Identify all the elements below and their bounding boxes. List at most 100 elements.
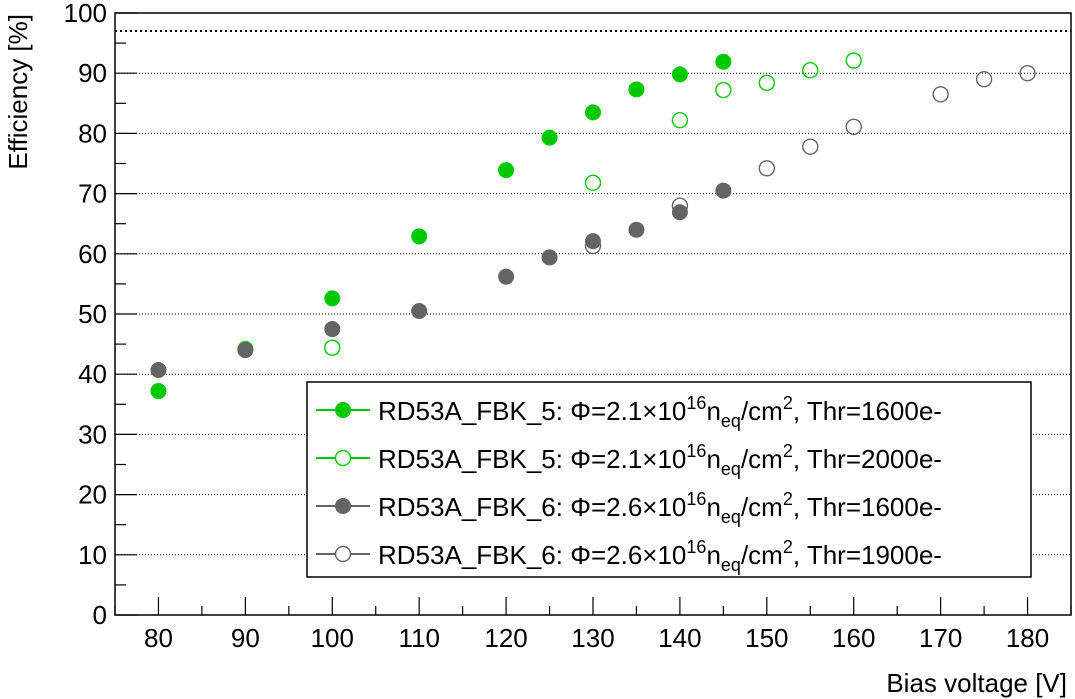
xtick-label-80: 80 [144,623,173,653]
xtick-label-140: 140 [658,623,701,653]
legend-threshold: , Thr=1600e- [793,492,942,522]
legend-text-4: RD53A_FBK_6: Φ=2.6×1016neq/cm2, Thr=1900… [378,537,942,575]
point-s4-160 [845,118,862,135]
axis-ticks [114,12,1072,616]
point-s3-100 [324,321,341,338]
point-s2-100 [324,339,341,356]
point-s1-80 [150,383,167,400]
legend-n: n [706,396,720,426]
legend-marker-2 [334,449,352,467]
point-s4-170 [932,86,949,103]
legend-entry-4: RD53A_FBK_6: Φ=2.6×1016neq/cm2, Thr=1900… [316,537,942,575]
legend-sensor: RD53A_FBK_6: [378,492,570,522]
legend-cm-exponent: 2 [783,393,793,413]
legend-text-1: RD53A_FBK_5: Φ=2.1×1016neq/cm2, Thr=1600… [378,393,942,431]
point-s3-135 [628,221,645,238]
legend-sensor: RD53A_FBK_5: [378,396,570,426]
legend-n: n [706,444,720,474]
point-s3-130 [585,233,601,250]
point-s1-125 [541,129,558,146]
legend-n: n [706,492,720,522]
legend-n-subscript: eq [721,555,741,575]
legend-cm-exponent: 2 [783,489,793,509]
legend-exponent: 16 [686,537,706,557]
point-s4-180 [1019,64,1036,82]
legend-per-cm: /cm [741,540,783,570]
point-s3-120 [498,268,515,285]
point-s2-150 [758,74,776,92]
xtick-label-110: 110 [398,623,439,653]
legend-exponent: 16 [686,393,706,413]
xtick-label-130: 130 [571,623,614,653]
legend-marker-4 [334,545,352,563]
legend-cm-exponent: 2 [783,441,793,461]
point-s1-100 [324,290,341,307]
data-points [150,52,1036,400]
xtick-label-180: 180 [1006,623,1049,653]
point-s1-145 [715,53,732,70]
point-s3-145 [715,182,732,199]
legend-threshold: , Thr=2000e- [793,444,942,474]
legend-n-subscript: eq [721,507,741,527]
ytick-label-70: 70 [78,179,107,209]
ytick-label-40: 40 [78,359,107,389]
point-s1-120 [498,162,515,179]
legend-fluence: Φ=2.6×10 [570,540,686,570]
ytick-label-50: 50 [78,299,107,329]
ytick-label-30: 30 [78,419,107,449]
legend-entry-3: RD53A_FBK_6: Φ=2.6×1016neq/cm2, Thr=1600… [316,489,942,527]
point-s4-130 [584,237,602,255]
y-axis-label: Efficiency [%] [3,14,33,170]
point-s3-125 [541,249,558,266]
point-s1-140 [671,66,688,83]
legend: RD53A_FBK_5: Φ=2.1×1016neq/cm2, Thr=1600… [306,381,1032,578]
legend-per-cm: /cm [741,492,783,522]
point-s4-175 [975,71,993,88]
xtick-label-170: 170 [919,623,962,653]
legend-fluence: Φ=2.6×10 [570,492,686,522]
legend-sensor: RD53A_FBK_5: [378,444,570,474]
xtick-label-90: 90 [231,623,260,653]
legend-marker-1 [335,402,351,418]
tick-labels: 0 10 20 30 40 50 60 70 80 90 100 80 90 100 110 120 130 14… [64,0,1050,653]
point-s2-155 [802,61,819,79]
xtick-label-120: 120 [484,623,527,653]
legend-n-subscript: eq [721,459,741,479]
ytick-label-10: 10 [78,540,107,570]
point-s3-90 [237,342,254,359]
ytick-label-20: 20 [78,480,107,510]
point-s3-110 [411,302,428,319]
legend-per-cm: /cm [741,396,783,426]
legend-fluence: Φ=2.1×10 [570,444,686,474]
legend-box [306,381,1032,578]
point-s4-150 [758,160,776,177]
legend-n: n [706,540,720,570]
legend-exponent: 16 [686,441,706,461]
legend-marker-3 [335,498,351,514]
legend-text-3: RD53A_FBK_6: Φ=2.6×1016neq/cm2, Thr=1600… [378,489,942,527]
legend-entry-1: RD53A_FBK_5: Φ=2.1×1016neq/cm2, Thr=1600… [316,393,942,431]
point-s2-140 [671,111,689,129]
point-s3-140 [671,204,688,221]
point-s4-155 [802,138,819,155]
xtick-label-150: 150 [745,623,788,653]
point-s1-130 [585,104,601,121]
legend-per-cm: /cm [741,444,783,474]
point-s3-80 [150,361,167,378]
ytick-label-90: 90 [78,58,107,88]
legend-fluence: Φ=2.1×10 [570,396,686,426]
point-s1-135 [628,81,645,98]
ytick-label-0: 0 [93,600,107,630]
legend-text-2: RD53A_FBK_5: Φ=2.1×1016neq/cm2, Thr=2000… [378,441,942,479]
legend-n-subscript: eq [721,411,741,431]
legend-entry-2: RD53A_FBK_5: Φ=2.1×1016neq/cm2, Thr=2000… [316,441,942,479]
xtick-label-100: 100 [311,623,354,653]
point-s4-140 [671,197,689,214]
point-s1-110 [411,228,428,245]
x-axis-label: Bias voltage [V] [886,668,1067,698]
legend-threshold: , Thr=1900e- [793,540,942,570]
legend-exponent: 16 [686,489,706,509]
point-s2-160 [845,52,862,69]
ytick-label-60: 60 [78,239,107,269]
